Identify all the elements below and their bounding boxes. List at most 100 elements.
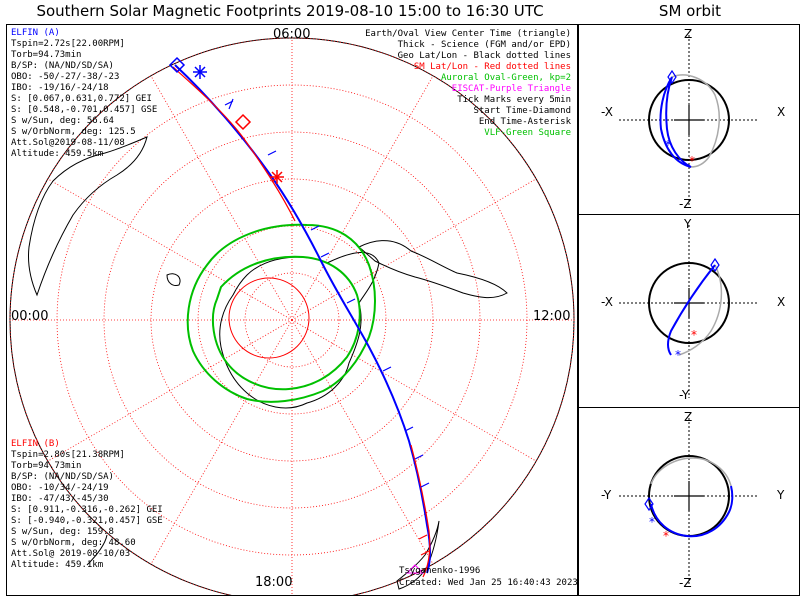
axis-label-right: Y [777,488,785,502]
legend-entry: EISCAT-Purple Triangle [451,84,571,94]
sm-pole-circle [228,277,310,359]
info-line: Tspin=2.72s[22.00RPM] [11,39,125,49]
info-line: Att.Sol@ 2019-08-10/03 [11,549,131,559]
elfin-a-name: ELFIN (A) [11,28,60,38]
legend-entry: Earth/Oval View Center Time (triangle) [365,29,571,39]
clock-label-top: 06:00 [273,27,311,42]
info-line: S w/Sun, deg: 159.8 [11,527,114,537]
orbit-xz-svg: * * [619,35,759,205]
info-line: S: [0.548,-0.701,0.457] GSE [11,105,158,115]
info-line: Att.Sol@2019-08-11/08 [11,138,125,148]
axis-label-left: -Y [601,488,612,502]
info-line: Torb=94.73min [11,461,82,471]
elfin-a-tick-marks [224,98,430,488]
elfin-b-track [172,66,296,222]
elfin-b-name: ELFIN (B) [11,439,60,449]
info-line: IBO: -19/16/-24/18 [11,83,109,93]
chart-title: Southern Solar Magnetic Footprints 2019-… [36,2,544,20]
legend-entry: SM Lat/Lon - Red dotted lines [413,62,571,72]
legend: Earth/Oval View Center Time (triangle) Th… [365,29,571,139]
svg-text:*: * [691,328,697,342]
elfin-a-end-asterisk [193,65,207,79]
orbit-b-path [678,264,723,356]
africa-coastline [28,136,148,297]
legend-entry: Tick Marks every 5min [457,95,571,105]
auroral-oval-inner [211,255,361,391]
axis-label-left: -X [601,105,613,119]
clock-label-bottom: 18:00 [255,575,293,590]
orbit-end-asterisk: * [665,138,671,152]
info-line: Tspin=2.80s[21.38RPM] [11,450,125,460]
info-line: Torb=94.73min [11,50,82,60]
orbit-a-path [659,76,692,168]
info-line: Altitude: 459.1km [11,560,104,570]
antarctica-coastline [219,251,380,409]
orbit-start-diamond [667,69,677,85]
legend-entry: Geo Lat/Lon - Black dotted lines [397,51,571,61]
elfin-b-tick-marks [418,534,430,556]
info-line: OBO: -50/-27/-38/-23 [11,72,120,82]
orbit-b-path [650,457,732,487]
info-line: B/SP: (NA/ND/SD/SA) [11,472,114,482]
auroral-oval-outer [186,223,376,403]
sm-longitude-lines [10,38,574,595]
clock-label-right: 12:00 [533,309,571,324]
axis-label-right: X [777,295,786,309]
orbit-xy-svg: * * [619,225,759,398]
info-line: S w/OrbNorm, deg: 125.5 [11,127,136,137]
eiscat-triangle [405,564,425,574]
info-line: S: [0.911,-0.316,-0.262] GEI [11,505,163,515]
info-line: Altitude: 459.5km [11,149,104,159]
axis-label-top: Z [684,410,693,424]
info-line: S w/Sun, deg: 56.64 [11,116,114,126]
legend-entry: End Time-Asterisk [478,117,571,127]
earth-circle [648,262,730,344]
clock-label-left: 00:00 [11,309,49,324]
australia-coastline [358,240,508,299]
orbit-b-path [671,74,720,168]
svg-text:*: * [689,154,695,168]
orbit-yz-svg: * * [619,418,759,585]
orbit-panel-title: SM orbit [658,2,722,20]
info-line: S w/OrbNorm, deg: 48.60 [11,538,136,548]
axis-label-bottom: -Z [679,576,692,590]
south-america-coastline [396,520,440,590]
orbit-a-path [650,485,734,538]
legend-entry: Thick - Science (FGM and/or EPD) [397,40,571,50]
model-label: Tsyganenko-1996 [399,566,481,576]
axis-label-bottom: -Z [679,197,692,211]
legend-entry: Auroral Oval-Green, kp=2 [440,73,571,83]
orbit-start-diamond [644,496,654,512]
elfin-b-info: ELFIN (B) Tspin=2.80s[21.38RPM] Torb=94.7… [11,439,163,571]
info-line: S: [0.067,0.631,0.772] GEI [11,94,152,104]
elfin-a-info: ELFIN (A) Tspin=2.72s[22.00RPM] Torb=94.7… [11,28,157,160]
orbit-start-diamond [710,257,720,273]
axis-label-top: Y [684,217,692,231]
info-line: IBO: -47/43/-45/30 [11,494,109,504]
polar-plot-svg [9,37,575,595]
created-timestamp: Created: Wed Jan 25 16:40:43 2023 [399,578,578,588]
elfin-b-start-diamond [234,113,252,131]
info-line: S: [-0.940,-0.321,0.457] GSE [11,516,163,526]
elfin-b-track-south [410,444,431,578]
orbit-end-asterisk: * [649,515,655,529]
axis-label-top: Z [684,27,693,41]
orbit-panel-xz: * * Z -Z -X X [578,24,800,216]
elfin-a-start-diamond [168,56,186,74]
orbit-end-asterisk: * [675,348,681,362]
orbit-a-path [667,264,716,356]
orbit-panel-xy: * * Y -Y -X X [578,214,800,409]
svg-text:*: * [663,529,669,543]
axis-label-left: -X [601,295,613,309]
elfin-a-track [174,64,431,574]
orbit-panel-yz: * * Z -Z -Y Y [578,407,800,596]
earth-circle [648,79,730,161]
elfin-b-end-asterisk [270,170,284,184]
axis-label-bottom: -Y [679,388,690,402]
legend-entry: VLF-Green Square [484,128,571,138]
legend-entry: Start Time-Diamond [473,106,571,116]
axis-label-right: X [777,105,786,119]
info-line: OBO: -10/34/-24/19 [11,483,109,493]
footprint-polar-plot: 06:00 18:00 00:00 12:00 Earth/Oval View … [6,24,578,596]
info-line: B/SP: (NA/ND/SD/SA) [11,61,114,71]
